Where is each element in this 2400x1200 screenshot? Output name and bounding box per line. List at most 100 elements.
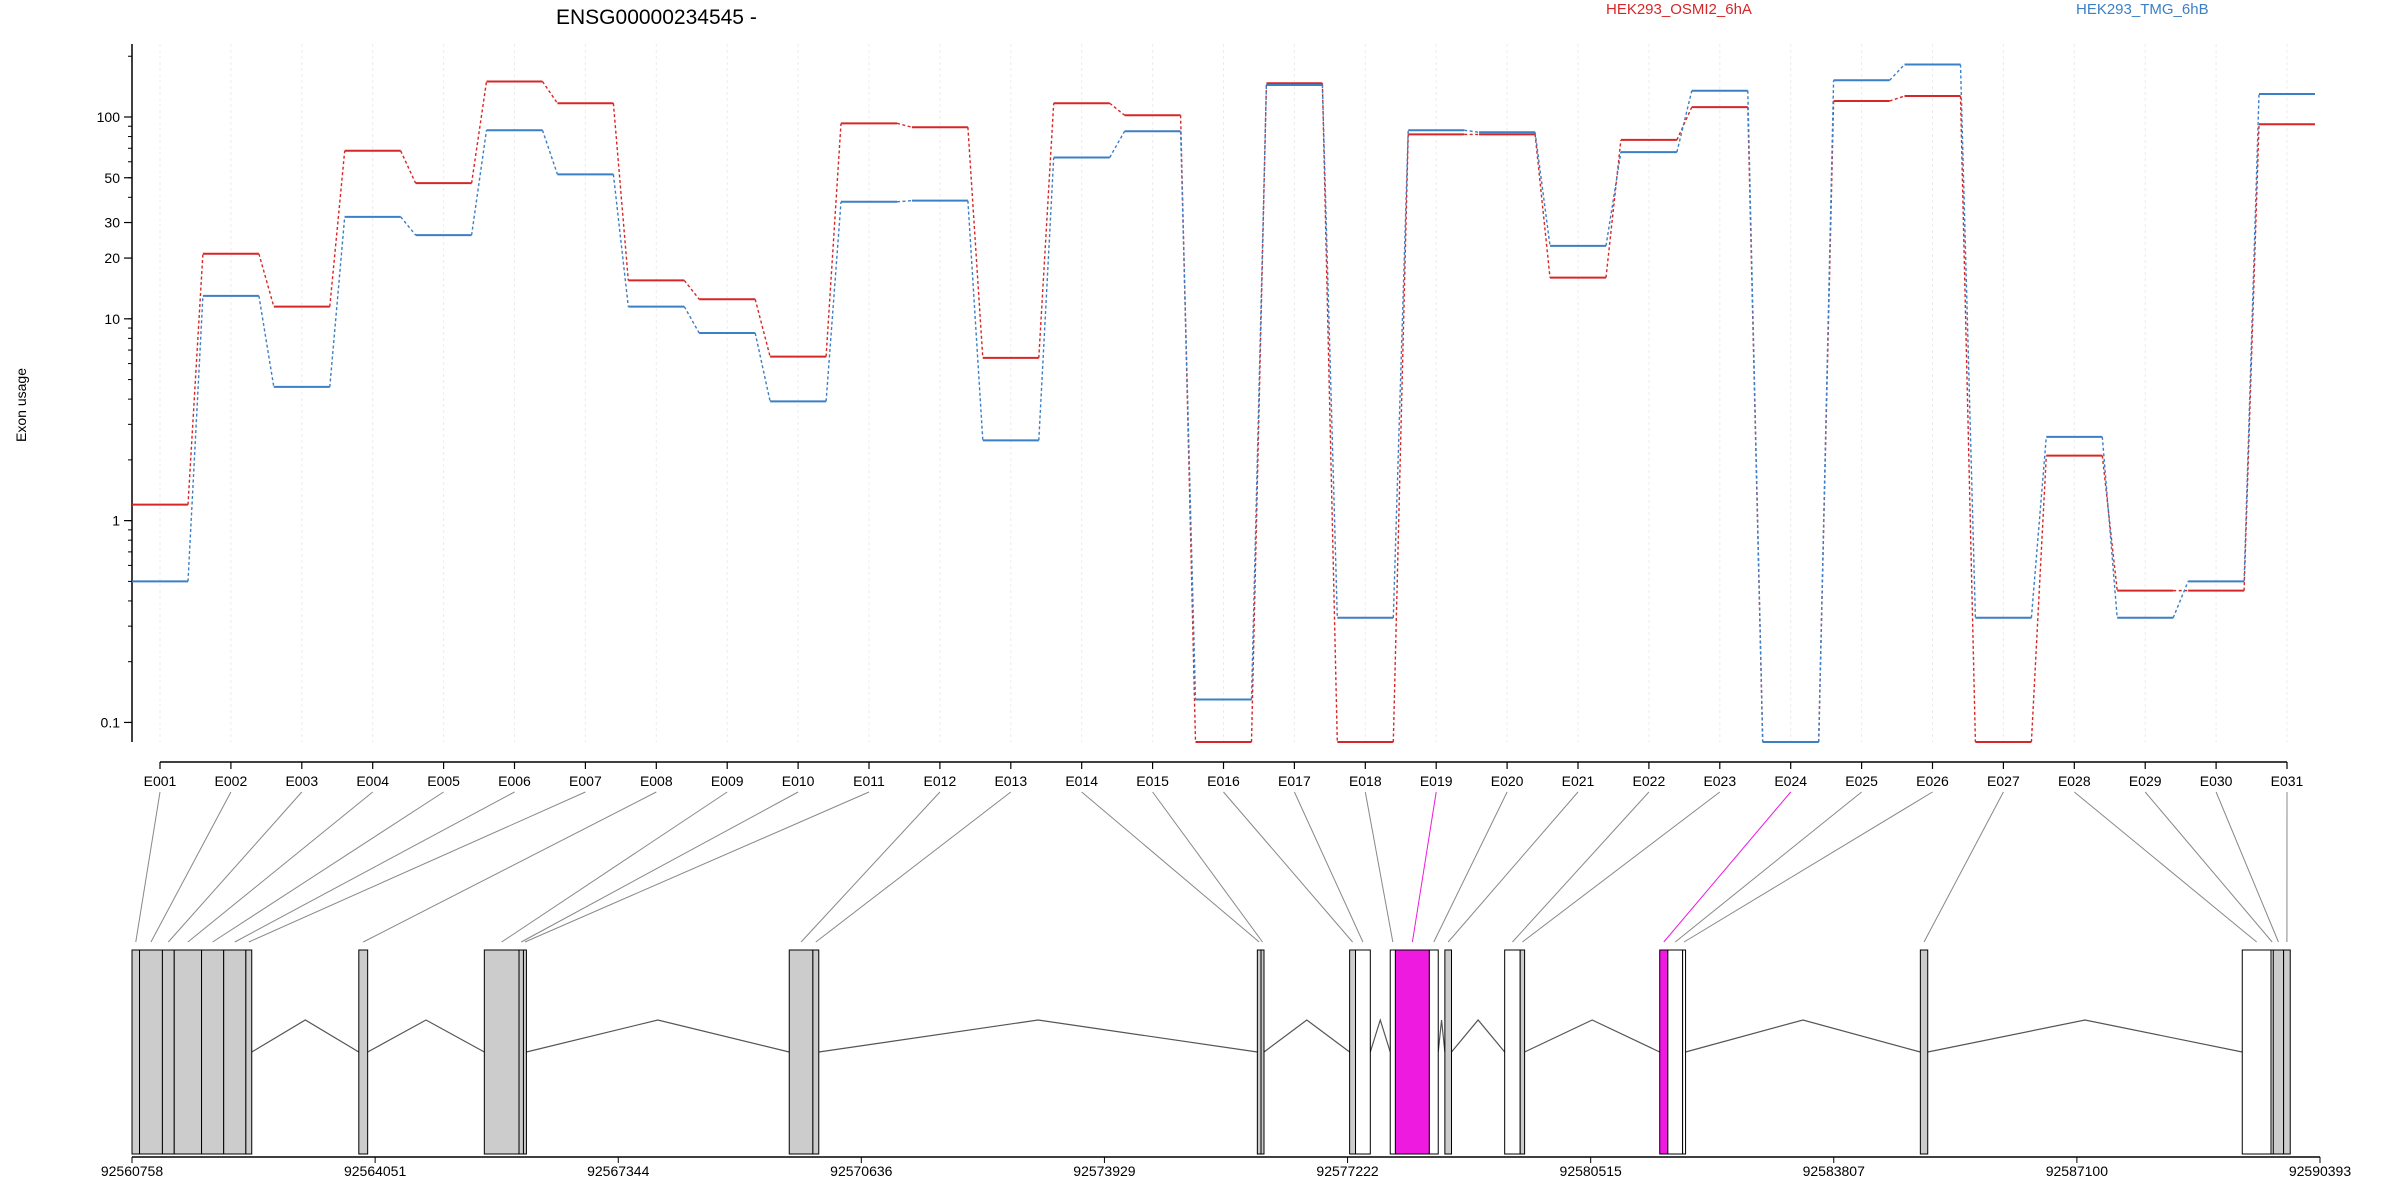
exon-connectors bbox=[135, 791, 2288, 943]
series-connector bbox=[1676, 90, 1693, 153]
exon-box-e008 bbox=[358, 949, 369, 1155]
series-connector bbox=[1250, 85, 1268, 700]
connector-e007 bbox=[248, 791, 586, 943]
x-tick-label: E021 bbox=[1562, 773, 1595, 789]
y-tick-label: 20 bbox=[104, 250, 120, 266]
connector-e019 bbox=[1411, 791, 1437, 943]
exon-box-e025 bbox=[1667, 949, 1684, 1155]
genomic-tick-label: 92580515 bbox=[1560, 1163, 1623, 1179]
exon-box-e022 bbox=[1504, 949, 1521, 1155]
series-connector bbox=[1321, 85, 1338, 618]
exon-box-e023 bbox=[1519, 949, 1526, 1155]
series-connector bbox=[470, 81, 488, 184]
genomic-tick-label: 92560758 bbox=[101, 1163, 164, 1179]
series-connector bbox=[541, 129, 559, 175]
exon-box-e016 bbox=[1349, 949, 1357, 1155]
exon-box-e006 bbox=[223, 949, 247, 1155]
exon-box-e011 bbox=[522, 949, 527, 1155]
connector-e030 bbox=[2215, 791, 2279, 943]
exon-box-e002 bbox=[139, 949, 163, 1155]
x-tick-label: E014 bbox=[1065, 773, 1098, 789]
chart-title: ENSG00000234545 - bbox=[556, 6, 757, 29]
series-connector bbox=[1605, 151, 1622, 246]
exon-box-e031 bbox=[2283, 949, 2291, 1155]
x-tick-label: E029 bbox=[2129, 773, 2162, 789]
x-tick-label: E005 bbox=[427, 773, 460, 789]
intron-line bbox=[526, 1019, 790, 1053]
series-connector bbox=[258, 295, 275, 387]
series-connector bbox=[329, 150, 346, 307]
series-connector bbox=[1392, 134, 1409, 743]
series-connector bbox=[825, 123, 842, 357]
genomic-tick-label: 92570636 bbox=[830, 1163, 893, 1179]
legend-entry-tmg: HEK293_TMG_6hB bbox=[2076, 1, 2209, 18]
exon-box-e010 bbox=[518, 949, 524, 1155]
connector-e011 bbox=[524, 791, 870, 943]
x-tick-label: E025 bbox=[1845, 773, 1878, 789]
plot-gridlines bbox=[159, 44, 2288, 742]
exon-box-e001 bbox=[131, 949, 141, 1155]
genomic-tick-label: 92567344 bbox=[587, 1163, 650, 1179]
y-tick-label: 100 bbox=[97, 109, 121, 125]
series-connector bbox=[683, 279, 700, 300]
series-connector bbox=[1959, 64, 1977, 618]
x-tick-label: E018 bbox=[1349, 773, 1382, 789]
genomic-tick-label: 92587100 bbox=[2046, 1163, 2109, 1179]
exon-box-e018 bbox=[1389, 949, 1396, 1155]
x-tick-label: E023 bbox=[1703, 773, 1736, 789]
x-tick-label: E031 bbox=[2271, 773, 2304, 789]
exon-box-e009 bbox=[483, 949, 520, 1155]
series-connector bbox=[1038, 103, 1055, 358]
exon-box-e017 bbox=[1355, 949, 1371, 1155]
connector-e010 bbox=[521, 791, 799, 943]
y-axis-label: Exon usage bbox=[13, 368, 29, 442]
exon-box-e014 bbox=[1256, 949, 1262, 1155]
series-connector bbox=[2030, 455, 2047, 743]
series-connector bbox=[967, 200, 984, 441]
series-connector bbox=[1747, 90, 1764, 743]
intron-line bbox=[1437, 1019, 1446, 1053]
legend-entry-osmi2: HEK293_OSMI2_6hA bbox=[1606, 1, 1752, 18]
connector-e023 bbox=[1522, 791, 1721, 943]
series-connector bbox=[258, 253, 275, 307]
series-connector bbox=[2101, 436, 2118, 618]
y-axis: 0.1 1 10 20 30 50 100 bbox=[97, 44, 133, 742]
x-tick-label: E008 bbox=[640, 773, 673, 789]
connector-e028 bbox=[2073, 791, 2257, 943]
connector-e015 bbox=[1152, 791, 1263, 943]
series-connector bbox=[896, 122, 913, 128]
x-tick-label: E030 bbox=[2200, 773, 2233, 789]
y-tick-label: 0.1 bbox=[101, 714, 121, 730]
intron-line bbox=[1685, 1019, 1921, 1053]
series-connector bbox=[612, 174, 629, 307]
series-connector bbox=[329, 216, 346, 387]
series-layer bbox=[132, 63, 2315, 743]
connector-e024 bbox=[1663, 791, 1792, 943]
series-connector bbox=[2101, 455, 2118, 591]
connector-e009 bbox=[501, 791, 728, 943]
x-tick-label: E020 bbox=[1491, 773, 1524, 789]
connector-e001 bbox=[135, 791, 161, 943]
x-tick-label: E006 bbox=[498, 773, 531, 789]
series-connector bbox=[400, 216, 417, 236]
x-tick-label: E003 bbox=[285, 773, 318, 789]
connector-e025 bbox=[1674, 791, 1862, 943]
exon-box-e026 bbox=[1682, 949, 1687, 1155]
connector-e008 bbox=[363, 791, 657, 943]
series-connector bbox=[896, 199, 912, 203]
series-connector bbox=[470, 130, 488, 236]
connector-e014 bbox=[1081, 791, 1260, 943]
x-tick-label: E022 bbox=[1633, 773, 1666, 789]
connector-e022 bbox=[1512, 791, 1650, 943]
exon-box-e028 bbox=[2241, 949, 2272, 1155]
genomic-tick-label: 92564051 bbox=[344, 1163, 407, 1179]
connector-e003 bbox=[167, 791, 303, 943]
x-tick-label: E028 bbox=[2058, 773, 2091, 789]
exon-box-e004 bbox=[173, 949, 203, 1155]
connector-e018 bbox=[1364, 791, 1394, 943]
x-tick-label: E024 bbox=[1774, 773, 1807, 789]
connector-e020 bbox=[1433, 791, 1508, 943]
series-connector bbox=[1464, 129, 1480, 133]
connector-e012 bbox=[800, 791, 941, 943]
